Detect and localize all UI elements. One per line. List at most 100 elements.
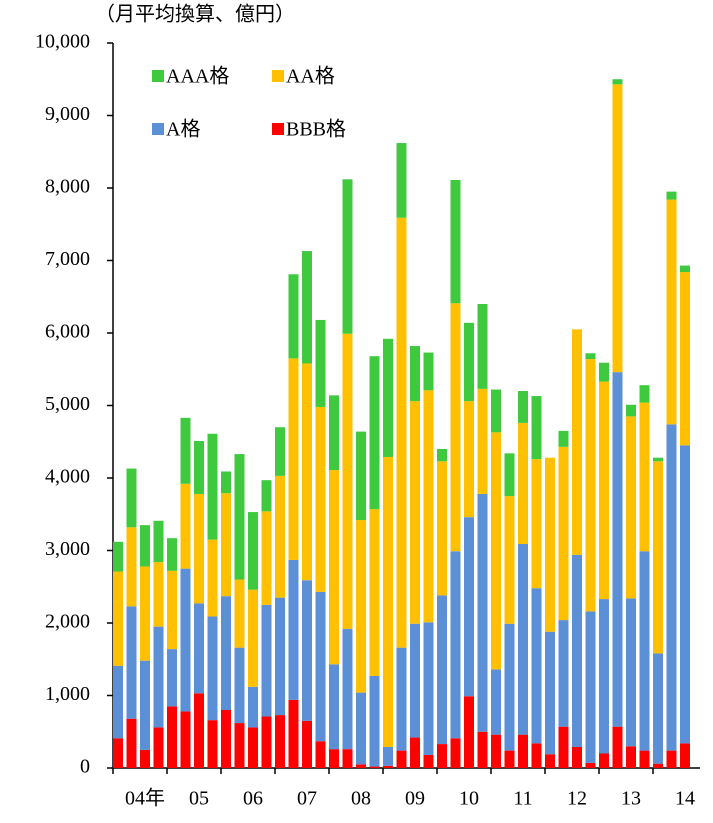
bar-segment	[504, 623, 515, 751]
y-tick-label: 6,000	[45, 321, 90, 343]
y-tick-label: 1,000	[45, 683, 90, 705]
bar-segment	[369, 675, 380, 767]
x-tick-label: 12	[567, 788, 587, 810]
bar-segment	[653, 461, 663, 654]
bar-segment	[153, 727, 164, 768]
y-tick-label: 0	[80, 756, 90, 778]
bar-segment	[450, 738, 461, 768]
bar-segment	[315, 741, 326, 768]
bar-segment	[612, 84, 623, 373]
bar-segment	[329, 470, 339, 665]
bar-segment	[437, 595, 447, 745]
bar-segment	[315, 406, 326, 592]
bar-segment	[356, 764, 366, 768]
bar-segment	[261, 480, 272, 512]
bar-segment	[194, 441, 204, 494]
bar-segment	[396, 143, 407, 218]
legend-swatch	[272, 70, 284, 82]
bar-segment	[680, 743, 690, 768]
bar-segment	[572, 329, 582, 555]
bar-segment	[315, 591, 326, 742]
bar-segment	[329, 664, 339, 750]
x-tick-label: 09	[405, 788, 425, 810]
bar-segment	[666, 424, 677, 751]
bar-segment	[531, 459, 542, 589]
bar-segment	[342, 333, 353, 629]
bar-segment	[450, 303, 461, 552]
bar-segment	[153, 562, 164, 627]
bar-segment	[545, 754, 555, 768]
bar-segment	[275, 475, 285, 598]
bar-segment	[234, 647, 245, 724]
legend-swatch	[272, 123, 284, 135]
bar-segment	[450, 180, 461, 304]
bar-segment	[626, 598, 636, 747]
bar-segment	[261, 604, 272, 717]
bar-segment	[653, 457, 663, 462]
y-tick-label: 3,000	[45, 538, 90, 560]
legend-label: BBB格	[286, 118, 346, 141]
bar-segment	[140, 660, 150, 750]
legend-label: AA格	[286, 65, 335, 88]
x-tick-label: 08	[351, 788, 371, 810]
bar-segment	[369, 509, 380, 676]
bar-segment	[221, 471, 231, 494]
y-tick-label: 8,000	[45, 176, 90, 198]
y-tick-label: 7,000	[45, 248, 90, 270]
bar-segment	[207, 720, 218, 768]
bar-segment	[342, 628, 353, 750]
bar-segment	[329, 749, 339, 768]
bar-segment	[140, 525, 150, 567]
bar-segment	[126, 527, 137, 607]
x-tick-label: 13	[621, 788, 641, 810]
bar-segment	[464, 401, 474, 518]
bar-segment	[194, 493, 204, 604]
bar-segment	[572, 746, 582, 768]
bar-segment	[450, 551, 461, 739]
bar-segment	[275, 597, 285, 716]
bar-segment	[531, 588, 542, 744]
bar-segment	[437, 449, 447, 462]
x-tick-label: 07	[297, 788, 317, 810]
bar-segment	[396, 750, 407, 768]
bar-segment	[666, 199, 677, 425]
bar-segment	[680, 272, 690, 446]
bar-segment	[167, 570, 177, 650]
bar-segment	[261, 511, 272, 605]
bar-segment	[599, 362, 609, 382]
bar-segment	[639, 402, 650, 552]
bar-segment	[153, 626, 164, 728]
bar-segment	[612, 372, 623, 727]
bar-segment	[491, 669, 501, 735]
legend-swatch	[152, 123, 164, 135]
bar-segment	[315, 319, 326, 407]
bar-segment	[626, 404, 636, 417]
bar-segment	[194, 693, 204, 768]
bar-segment	[275, 715, 285, 768]
bar-segment	[342, 179, 353, 334]
bar-segment	[626, 746, 636, 768]
bar-segment	[518, 422, 528, 544]
bar-segment	[180, 711, 191, 768]
bar-segment	[491, 389, 501, 433]
bar-segment	[464, 322, 474, 402]
bar-segment	[639, 750, 650, 768]
bar-segment	[288, 559, 299, 700]
bar-segment	[545, 457, 555, 632]
bar-segment	[599, 753, 609, 768]
bar-segment	[626, 416, 636, 599]
bar-segment	[680, 265, 690, 273]
y-tick-label: 10,000	[35, 31, 90, 53]
bar-segment	[423, 390, 434, 623]
bar-segment	[369, 356, 380, 510]
bar-segment	[234, 454, 245, 580]
bar-segment	[464, 517, 474, 697]
x-tick-label: 04年	[125, 787, 165, 810]
bar-segment	[585, 359, 596, 612]
y-axis-label: （月平均換算、億円）	[95, 3, 295, 26]
bar-segment	[666, 750, 677, 768]
bar-segment	[248, 727, 258, 768]
bar-segment	[639, 551, 650, 751]
